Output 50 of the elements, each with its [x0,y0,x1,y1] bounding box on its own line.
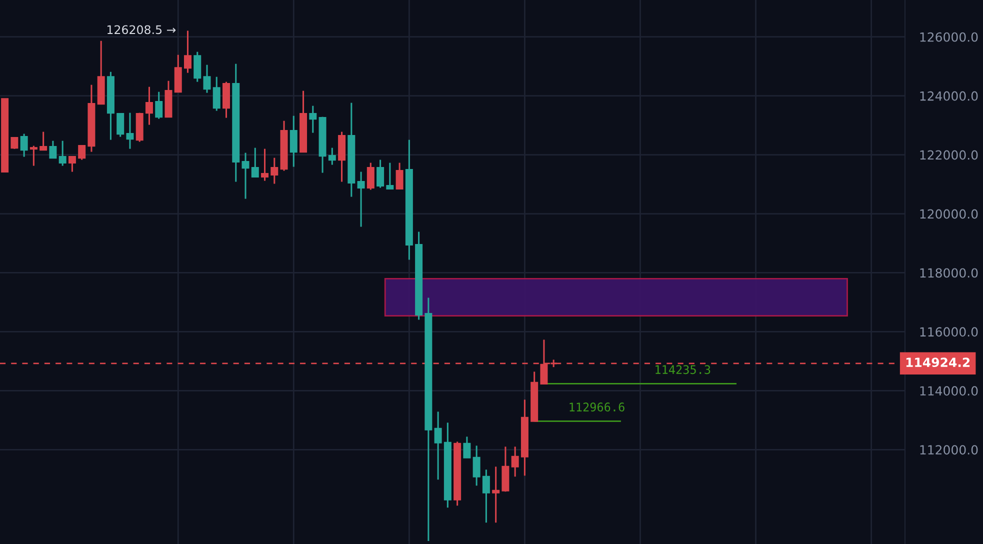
ref-line-label: 114924.2 [906,358,970,368]
candlestick [49,140,57,159]
annotation: 126208.5 → [108,25,176,34]
candlestick [290,115,298,168]
ref-line-label: 112966.6 [570,402,624,412]
candlestick [261,148,269,182]
candlestick [270,157,278,185]
y-tick-label: 122000.0 [920,150,978,160]
y-tick-label: 114000.0 [920,386,978,396]
candlestick [203,64,211,94]
candlestick [502,446,510,492]
candlestick [251,147,259,178]
candlestick [386,162,394,190]
candlestick [126,112,134,150]
candlestick [366,162,374,191]
ref-line-label: 114235.3 [656,365,710,374]
candlestick [20,133,28,158]
candlestick [472,444,480,486]
candlestick [328,147,336,166]
candlestick [511,446,519,478]
y-tick-label: 126000.0 [920,32,978,42]
candlestick [10,136,18,150]
candlestick [222,81,230,119]
candlestick [396,162,404,190]
candlestick [463,436,471,458]
candlestick [68,156,76,173]
candlestick [78,145,86,161]
candlestick [357,171,365,228]
candlestick [338,131,346,183]
y-tick-label: 112000.0 [920,445,978,455]
y-tick-label: 120000.0 [920,209,978,219]
candlestick [116,113,124,138]
candlestick [376,159,384,189]
y-tick-label: 124000.0 [920,91,978,101]
candlestick [174,54,182,93]
candlestick [40,131,48,151]
y-tick-label: 118000.0 [920,268,978,278]
candlestick [242,152,250,200]
candlestick [58,140,66,167]
y-tick-label: 116000.0 [920,327,978,337]
candlestick [145,86,153,126]
candlestick [30,145,38,167]
candlestick [434,410,442,480]
candlestick [194,51,202,83]
candlestick [155,91,163,120]
candlestick [492,466,500,524]
candlestick [482,468,490,524]
candlestick [184,30,192,74]
candlestick [309,105,317,134]
candlestick [212,76,220,112]
